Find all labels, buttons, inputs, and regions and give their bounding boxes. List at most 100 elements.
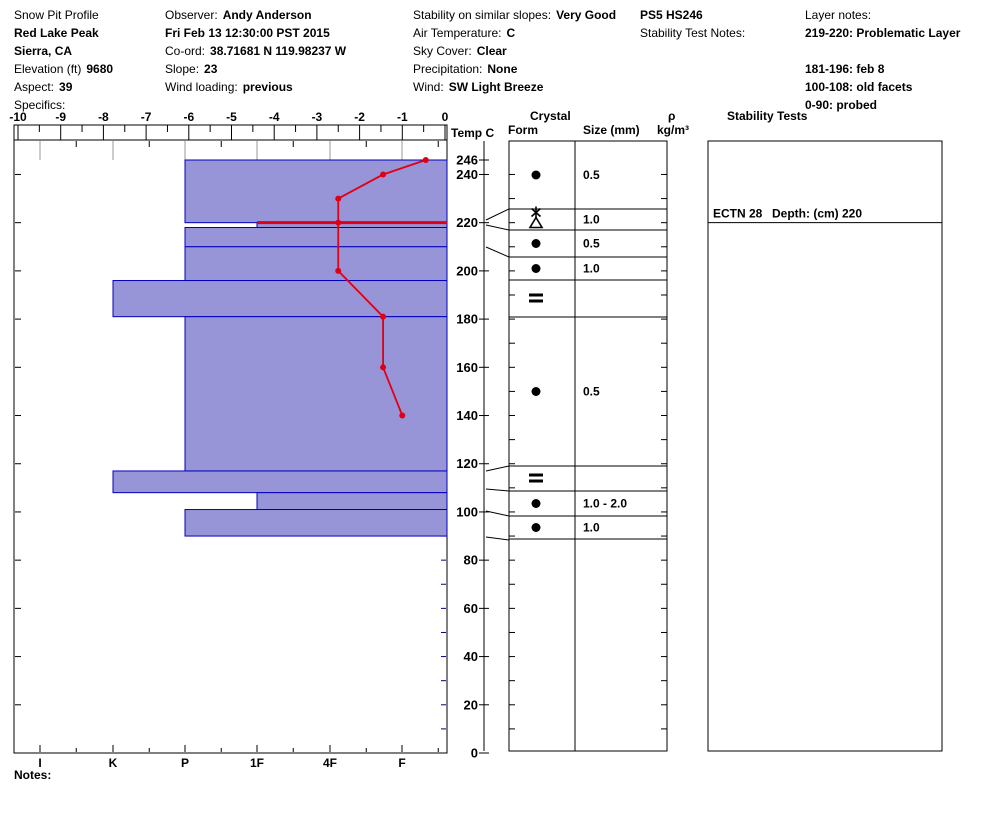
- temp-axis-ruler: [13, 124, 448, 141]
- hardness-bar: [184, 246, 448, 282]
- layer-leader-line: [485, 208, 510, 221]
- hardness-bar: [112, 470, 448, 494]
- temp-axis-label: -6: [183, 110, 194, 124]
- crystal-table-box: [508, 140, 668, 752]
- crystal-symbol-ice: [529, 299, 543, 303]
- field-value: Sierra, CA: [14, 44, 73, 58]
- header-field: Aspect: 39: [14, 80, 72, 94]
- depth-axis-label: 20: [464, 697, 478, 712]
- grain-size-value: 0.5: [583, 385, 600, 399]
- depth-axis-label: 140: [456, 408, 478, 423]
- field-label: Co-ord:: [165, 44, 206, 58]
- temp-axis-title: Temp C: [451, 126, 494, 140]
- crystal-symbol-rounds: [531, 387, 541, 396]
- depth-axis-label: 0: [471, 746, 478, 761]
- field-label: Elevation (ft): [14, 62, 82, 76]
- layer-leader-line: [485, 488, 510, 492]
- grain-size-value: 1.0: [583, 521, 600, 535]
- field-value: 100-108: old facets: [805, 80, 913, 94]
- field-value: 181-196: feb 8: [805, 62, 885, 76]
- header-field: Snow Pit Profile: [14, 8, 99, 22]
- crystal-symbol-rounds: [531, 523, 541, 532]
- temperature-point: [335, 267, 342, 274]
- header-field: 0-90: probed: [805, 98, 877, 112]
- depth-axis-label: 60: [464, 601, 478, 616]
- hardness-axis-label: K: [109, 756, 118, 770]
- depth-axis-label: 100: [456, 504, 478, 519]
- field-value: C: [506, 26, 516, 40]
- field-value: 0-90: probed: [805, 98, 878, 112]
- header-field: Observer: Andy Anderson: [165, 8, 312, 22]
- temp-axis-label: -2: [354, 110, 365, 124]
- temperature-point: [380, 313, 387, 320]
- depth-axis-label: 200: [456, 263, 478, 278]
- temp-axis-label: 0: [442, 110, 449, 124]
- layer-leader-line: [485, 465, 510, 472]
- crystal-symbol-mixed: [528, 206, 544, 229]
- hardness-bar: [184, 316, 448, 472]
- crystal-symbol-ice: [529, 293, 543, 297]
- depth-axis-label: 80: [464, 553, 478, 568]
- temp-axis-label: -1: [397, 110, 408, 124]
- crystal-header: Crystal: [530, 109, 571, 123]
- depth-axis-label: 120: [456, 456, 478, 471]
- field-value: Fri Feb 13 12:30:00 PST 2015: [165, 26, 330, 40]
- field-label: Precipitation:: [413, 62, 483, 76]
- temperature-point: [380, 171, 387, 178]
- hardness-bar: [256, 492, 448, 511]
- grain-size-value: 1.0: [583, 262, 600, 276]
- temperature-line: [337, 159, 427, 416]
- field-label: Wind:: [413, 80, 444, 94]
- hardness-bar: [184, 226, 448, 248]
- temperature-point: [335, 219, 342, 226]
- field-label: Observer:: [165, 8, 218, 22]
- field-value: Clear: [476, 44, 507, 58]
- header-field: Air Temperature: C: [413, 26, 515, 40]
- header-field: Fri Feb 13 12:30:00 PST 2015: [165, 26, 330, 40]
- header-field: Stability Test Notes:: [640, 26, 745, 40]
- crystal-symbol-rounds: [531, 239, 541, 248]
- header-field: Elevation (ft) 9680: [14, 62, 113, 76]
- density-units-header: kg/m³: [657, 123, 689, 137]
- hardness-axis-label: I: [38, 756, 41, 770]
- hardness-bar: [184, 509, 448, 537]
- layer-leader-line: [485, 510, 510, 517]
- grain-size-value: 1.0: [583, 213, 600, 227]
- notes-label: Notes:: [14, 768, 52, 782]
- header-field: Sky Cover: Clear: [413, 44, 507, 58]
- field-label: Air Temperature:: [413, 26, 502, 40]
- crystal-symbol-ice: [529, 479, 543, 483]
- depth-axis-label: 160: [456, 360, 478, 375]
- temp-axis-label: -8: [98, 110, 109, 124]
- field-label: Layer notes:: [805, 8, 872, 22]
- field-value: None: [487, 62, 518, 76]
- size-header: Size (mm): [583, 123, 640, 137]
- field-value: 23: [204, 62, 218, 76]
- grain-size-value: 0.5: [583, 237, 600, 251]
- stability-tests-header: Stability Tests: [727, 109, 808, 123]
- field-value: 39: [59, 80, 73, 94]
- header-field: Wind: SW Light Breeze: [413, 80, 543, 94]
- field-label: Stability Test Notes:: [640, 26, 746, 40]
- depth-axis-label: 220: [456, 215, 478, 230]
- temp-axis-label: -4: [269, 110, 280, 124]
- stability-test-result: ECTN 28: [713, 207, 763, 221]
- header-field: Sierra, CA: [14, 44, 72, 58]
- header-field: Specifics:: [14, 98, 65, 112]
- header-field: Red Lake Peak: [14, 26, 99, 40]
- temp-axis-label: -9: [55, 110, 66, 124]
- temperature-point: [380, 364, 387, 371]
- header-field: Co-ord: 38.71681 N 119.98237 W: [165, 44, 346, 58]
- header-field: Precipitation: None: [413, 62, 517, 76]
- field-value: Red Lake Peak: [14, 26, 99, 40]
- layer-leader-line: [485, 536, 510, 541]
- field-value: PS5 HS246: [640, 8, 703, 22]
- field-label: Slope:: [165, 62, 200, 76]
- field-value: 219-220: Problematic Layer: [805, 26, 961, 40]
- field-value: 9680: [86, 62, 114, 76]
- header-field: Layer notes:: [805, 8, 871, 22]
- depth-axis-label: 40: [464, 649, 478, 664]
- field-label: Aspect:: [14, 80, 55, 94]
- field-label: Stability on similar slopes:: [413, 8, 552, 22]
- temperature-point: [399, 412, 406, 419]
